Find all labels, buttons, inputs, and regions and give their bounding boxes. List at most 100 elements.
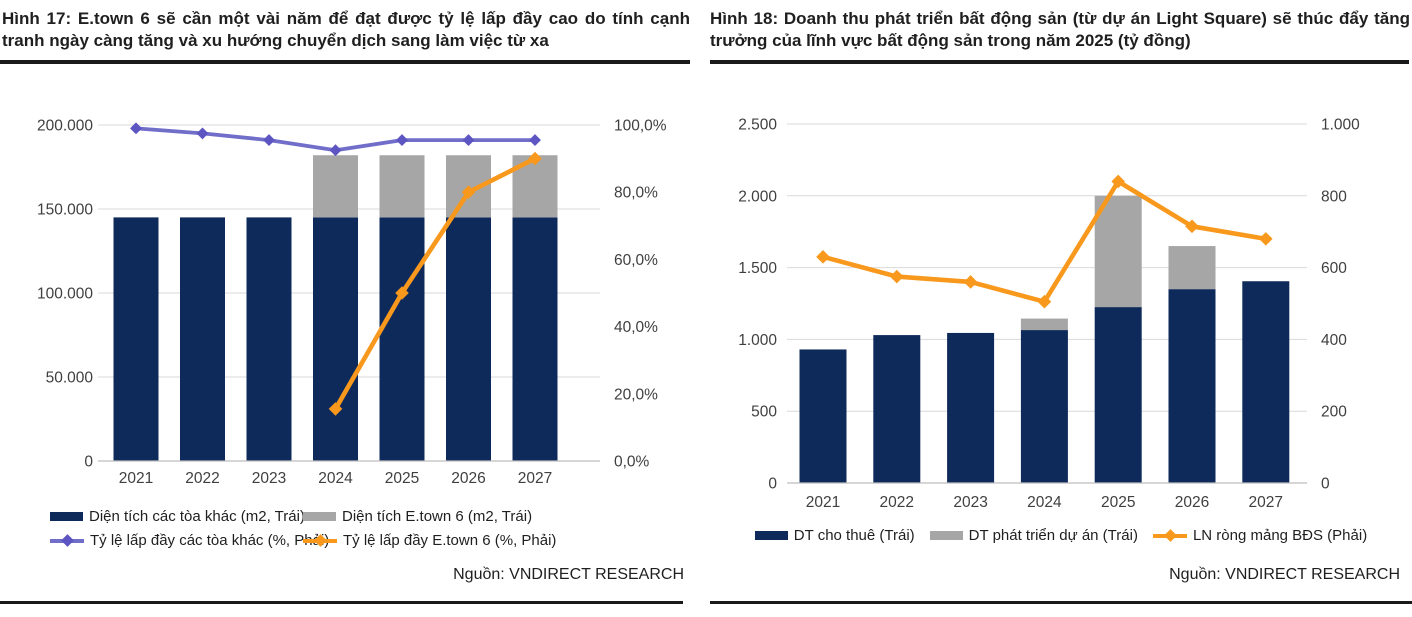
right-axis-tick-label: 20,0% [614, 386, 658, 403]
source-label: Nguồn: VNDIRECT RESEARCH [1169, 566, 1400, 583]
legend-label: Diện tích E.town 6 (m2, Trái) [342, 508, 533, 525]
right-axis-tick-label: 800 [1321, 188, 1347, 205]
bar-segment [313, 217, 358, 461]
diamond-marker-icon [263, 134, 275, 147]
bottom-divider [710, 601, 1412, 604]
right-axis-tick-label: 1.000 [1321, 117, 1360, 134]
x-axis-tick-label: 2022 [880, 494, 914, 511]
right-axis-tick-label: 80,0% [614, 185, 658, 202]
right-axis-tick-label: 0,0% [614, 454, 650, 471]
left-axis-tick-label: 500 [751, 404, 777, 421]
left-axis-tick-label: 1.000 [738, 332, 777, 349]
left-axis-tick-label: 150.000 [37, 202, 93, 219]
left-axis-tick-label: 2.000 [738, 188, 777, 205]
chart-title: Hình 18: Doanh thu phát triển bất động s… [710, 9, 1410, 50]
x-axis-tick-label: 2021 [119, 470, 153, 487]
bar-segment [1020, 330, 1068, 483]
source-label: Nguồn: VNDIRECT RESEARCH [453, 566, 684, 583]
bottom-divider [0, 601, 683, 604]
chart-legend: DT cho thuê (Trái) DT phát triển dự án (T… [710, 527, 1412, 544]
bar-segment [512, 217, 558, 461]
left-axis-tick-label: 50.000 [46, 370, 94, 387]
bar-segment [1094, 307, 1142, 483]
diamond-marker-icon [329, 144, 342, 157]
left-axis-tick-label: 200.000 [37, 118, 93, 135]
right-axis-tick-label: 600 [1321, 260, 1347, 277]
bar-segment [799, 349, 847, 483]
legend-item: Tỷ lệ lấp đầy E.town 6 (%, Phải) [303, 532, 556, 549]
legend-bar-swatch [303, 512, 336, 521]
legend-label: Diện tích các tòa khác (m2, Trái) [89, 508, 305, 525]
diamond-marker-icon [528, 151, 542, 166]
legend-line-swatch [303, 533, 337, 547]
diamond-marker-icon [1164, 528, 1177, 542]
bar-segment [1094, 195, 1142, 308]
legend-line-swatch [1152, 528, 1187, 542]
bar-segment [873, 335, 921, 483]
x-axis-tick-label: 2026 [451, 470, 485, 487]
diamond-marker-icon [328, 402, 343, 416]
legend-item: DT cho thuê (Trái) [754, 527, 915, 544]
title-divider [0, 60, 690, 64]
legend-bar-swatch [929, 531, 963, 540]
x-axis-tick-label: 2027 [1249, 494, 1283, 511]
left-axis-tick-label: 100.000 [37, 286, 93, 303]
legend-item: LN ròng mảng BĐS (Phải) [1152, 527, 1368, 544]
right-axis-tick-label: 0 [1321, 476, 1330, 493]
diamond-marker-icon [61, 533, 74, 547]
diamond-marker-icon [395, 286, 409, 300]
left-axis-tick-label: 0 [84, 454, 93, 471]
right-axis-tick-label: 100,0% [614, 118, 667, 135]
bar-segment [379, 217, 425, 461]
bar-segment [313, 155, 358, 218]
legend-label: DT cho thuê (Trái) [793, 527, 915, 544]
right-axis-tick-label: 60,0% [614, 252, 658, 269]
bar-segment [1242, 281, 1290, 483]
bar-segment [446, 217, 491, 461]
diamond-marker-icon [396, 134, 408, 147]
x-axis-tick-label: 2027 [518, 470, 552, 487]
legend-label: LN ròng mảng BĐS (Phải) [1192, 527, 1368, 544]
bar-segment [113, 217, 159, 461]
bar-segment [246, 217, 292, 461]
title-divider [710, 60, 1409, 64]
diamond-marker-icon [196, 127, 209, 140]
left-axis-tick-label: 1.500 [738, 260, 777, 277]
diamond-marker-icon [314, 533, 327, 547]
bar-segment [1020, 318, 1068, 331]
legend-label: Tỷ lệ lấp đầy các tòa khác (%, Phải) [90, 532, 330, 549]
right-axis-tick-label: 400 [1321, 332, 1347, 349]
diamond-marker-icon [130, 122, 142, 135]
legend-item: Tỷ lệ lấp đầy các tòa khác (%, Phải) [50, 532, 329, 549]
bar-segment [1168, 246, 1216, 290]
diamond-marker-icon [462, 134, 475, 147]
x-axis-tick-label: 2024 [318, 470, 353, 487]
legend-line-swatch [50, 533, 84, 547]
bar-segment [947, 332, 995, 483]
diamond-marker-icon [461, 185, 476, 199]
legend-item: Diện tích E.town 6 (m2, Trái) [303, 508, 556, 525]
right-axis-tick-label: 40,0% [614, 319, 658, 336]
x-axis-tick-label: 2025 [385, 470, 419, 487]
diamond-marker-icon [529, 134, 541, 147]
diamond-marker-icon [1259, 232, 1273, 246]
real-estate-revenue-chart: 2.500 2.000 1.500 1.000 500 0 1.000 800 600 400 20… [738, 117, 1360, 512]
legend-label: DT phát triển dự án (Trái) [968, 527, 1138, 544]
figure-18-panel: Hình 18: Doanh thu phát triển bất động s… [706, 0, 1412, 617]
figure-17-panel: Hình 17: E.town 6 sẽ cần một vài năm để … [0, 0, 690, 617]
right-axis-tick-label: 200 [1321, 404, 1347, 421]
bar-segment [180, 217, 225, 461]
legend-label: Tỷ lệ lấp đầy E.town 6 (%, Phải) [343, 532, 557, 549]
x-axis-tick-label: 2023 [953, 494, 987, 511]
line-series [333, 156, 538, 412]
legend-item: DT phát triển dự án (Trái) [929, 527, 1138, 544]
legend-item: Diện tích các tòa khác (m2, Trái) [50, 508, 305, 525]
etown-occupancy-chart: 200.000 150.000 100.000 50.000 0 100,0% 80,0% 6… [37, 118, 667, 488]
bar-segment [379, 155, 425, 218]
bar-segment [1168, 289, 1216, 483]
legend-bar-swatch [754, 531, 788, 540]
diamond-marker-icon [890, 269, 904, 284]
chart-legend: Diện tích các tòa khác (m2, Trái) Diện tí… [50, 508, 556, 549]
x-axis-tick-label: 2025 [1101, 494, 1135, 511]
left-axis-tick-label: 2.500 [738, 117, 777, 134]
